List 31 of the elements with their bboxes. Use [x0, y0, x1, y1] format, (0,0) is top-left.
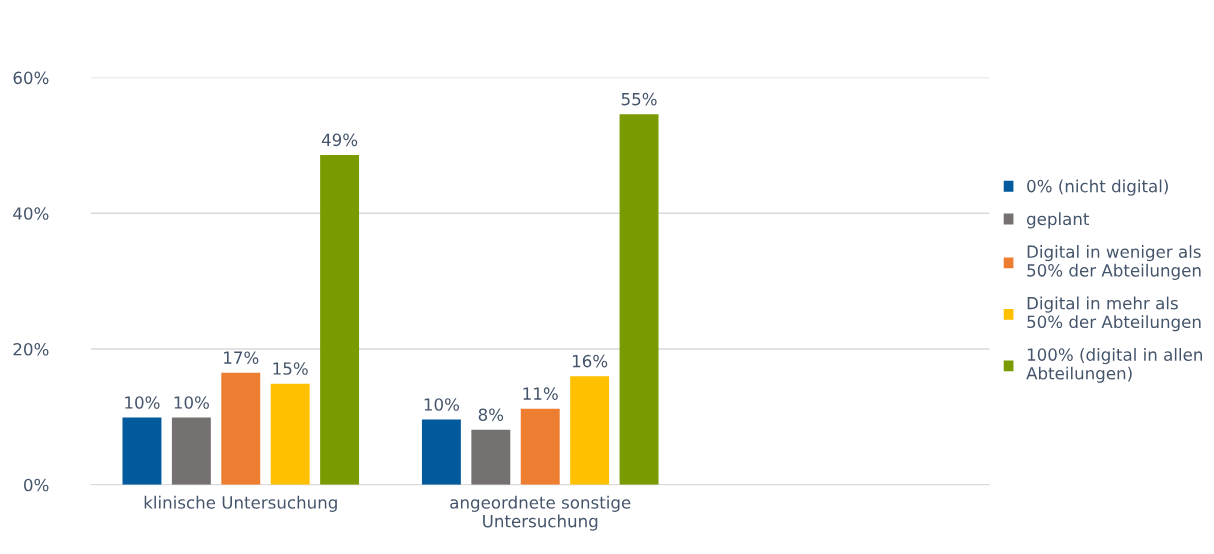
- y-tick-label: 0%: [24, 478, 49, 492]
- data-label: 49%: [321, 133, 358, 147]
- y-tick-label: 60%: [13, 71, 49, 85]
- bar: [570, 376, 610, 485]
- data-label: 55%: [621, 92, 657, 106]
- data-label: 11%: [523, 387, 558, 400]
- bar: [171, 417, 211, 485]
- data-label: 10%: [174, 396, 209, 409]
- legend-label: 0% (nicht digital): [1027, 179, 1168, 196]
- bar: [221, 372, 261, 485]
- x-tick-label: klinische Untersuchung: [144, 495, 337, 512]
- data-label: 10%: [424, 398, 460, 411]
- x-tick-label: angeordnete sonstige Untersuchung: [450, 495, 631, 531]
- bar: [122, 417, 162, 485]
- data-label: 10%: [125, 396, 160, 409]
- legend-label: Digital in mehr als 50% der Abteilungen: [1027, 296, 1201, 332]
- y-tick-label: 20%: [13, 342, 49, 356]
- data-label: 17%: [224, 351, 259, 364]
- legend-label: 100% (digital in allen Abteilungen): [1026, 348, 1202, 383]
- data-label: 16%: [572, 354, 608, 368]
- y-tick-label: 40%: [13, 207, 49, 220]
- bar: [270, 383, 310, 485]
- legend-label: Digital in weniger als 50% der Abteilungen: [1027, 245, 1201, 280]
- data-label: 8%: [478, 408, 504, 421]
- bar: [421, 419, 461, 485]
- bar: [520, 408, 560, 485]
- legend-label: geplant: [1027, 212, 1090, 229]
- bar: [619, 114, 659, 485]
- data-label: 15%: [273, 362, 308, 375]
- bar: [471, 429, 511, 485]
- bar: [320, 154, 360, 485]
